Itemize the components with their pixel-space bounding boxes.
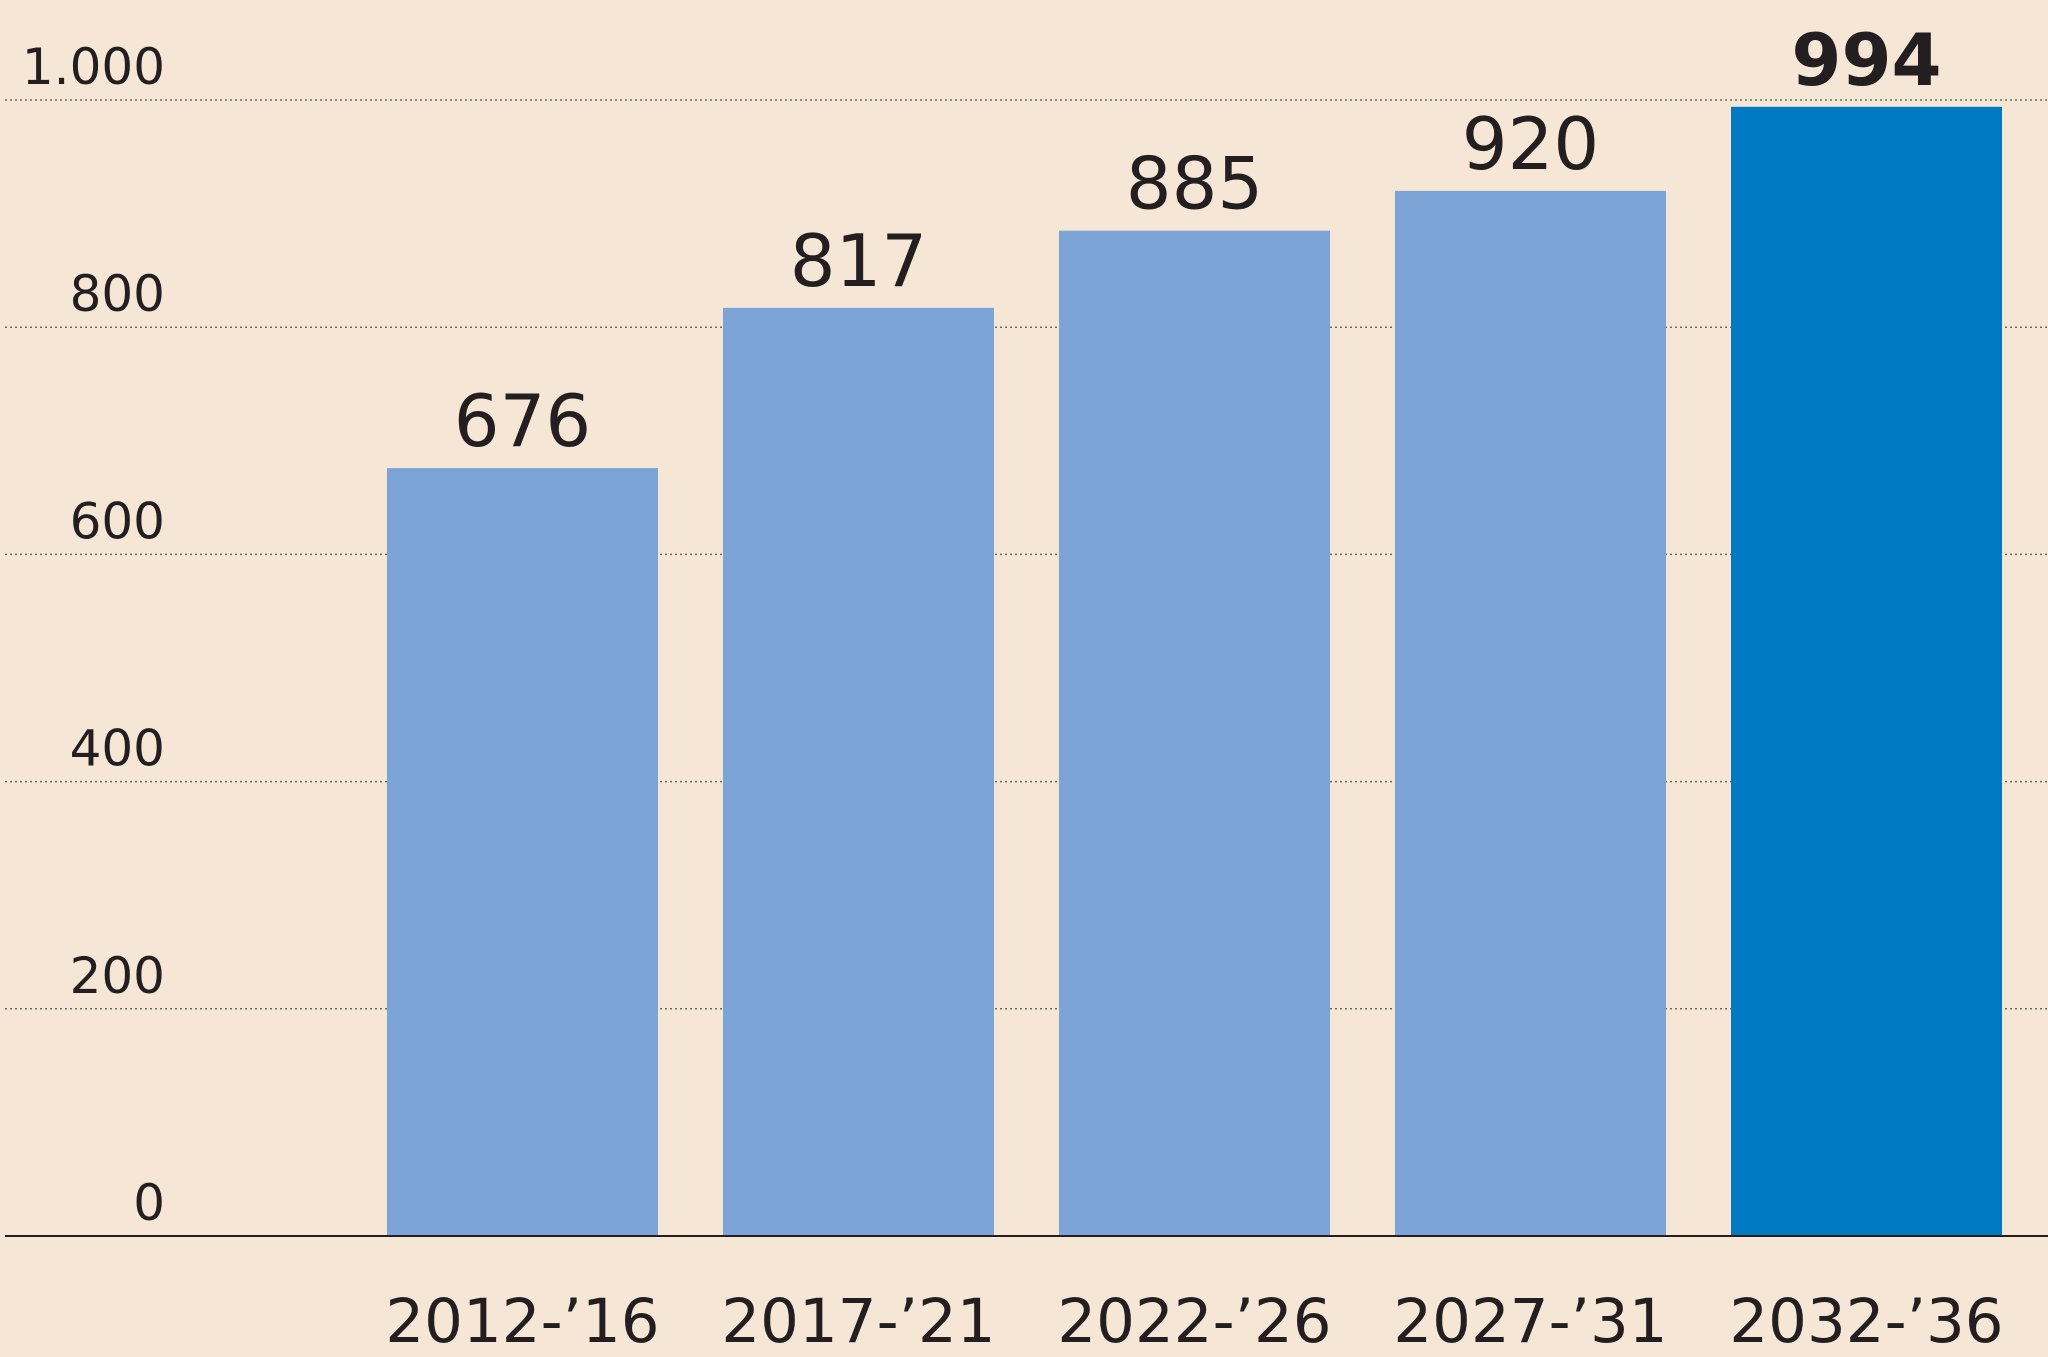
bar bbox=[1059, 230, 1330, 1236]
bars bbox=[387, 106, 2002, 1237]
bar bbox=[723, 307, 994, 1236]
y-tick-label: 600 bbox=[70, 492, 165, 550]
y-tick-label: 800 bbox=[70, 265, 165, 323]
x-category-label: 2027-’31 bbox=[1393, 1286, 1667, 1357]
x-category-label: 2022-’26 bbox=[1057, 1286, 1331, 1357]
gridlines bbox=[5, 99, 2048, 1010]
value-label: 885 bbox=[1126, 142, 1263, 226]
y-tick-label: 0 bbox=[133, 1174, 165, 1232]
value-label: 920 bbox=[1462, 102, 1599, 186]
y-tick-label: 1.000 bbox=[22, 38, 165, 96]
bar bbox=[1395, 190, 1666, 1236]
value-labels: 676 817 885 920 994 bbox=[454, 18, 1942, 463]
x-category-label: 2017-’21 bbox=[721, 1286, 995, 1357]
x-category-label: 2012-’16 bbox=[385, 1286, 659, 1357]
y-tick-label: 400 bbox=[70, 720, 165, 778]
value-label: 994 bbox=[1791, 18, 1941, 102]
x-category-label: 2032-’36 bbox=[1729, 1286, 2003, 1357]
value-label: 676 bbox=[454, 379, 591, 463]
y-axis-tick-labels: 0 200 400 600 800 1.000 bbox=[22, 38, 165, 1232]
y-tick-label: 200 bbox=[70, 947, 165, 1005]
bar bbox=[1731, 106, 2002, 1236]
x-axis-category-labels: 2012-’16 2017-’21 2022-’26 2027-’31 2032-’36 bbox=[385, 1286, 2003, 1357]
bar bbox=[387, 468, 658, 1237]
value-label: 817 bbox=[790, 219, 927, 303]
